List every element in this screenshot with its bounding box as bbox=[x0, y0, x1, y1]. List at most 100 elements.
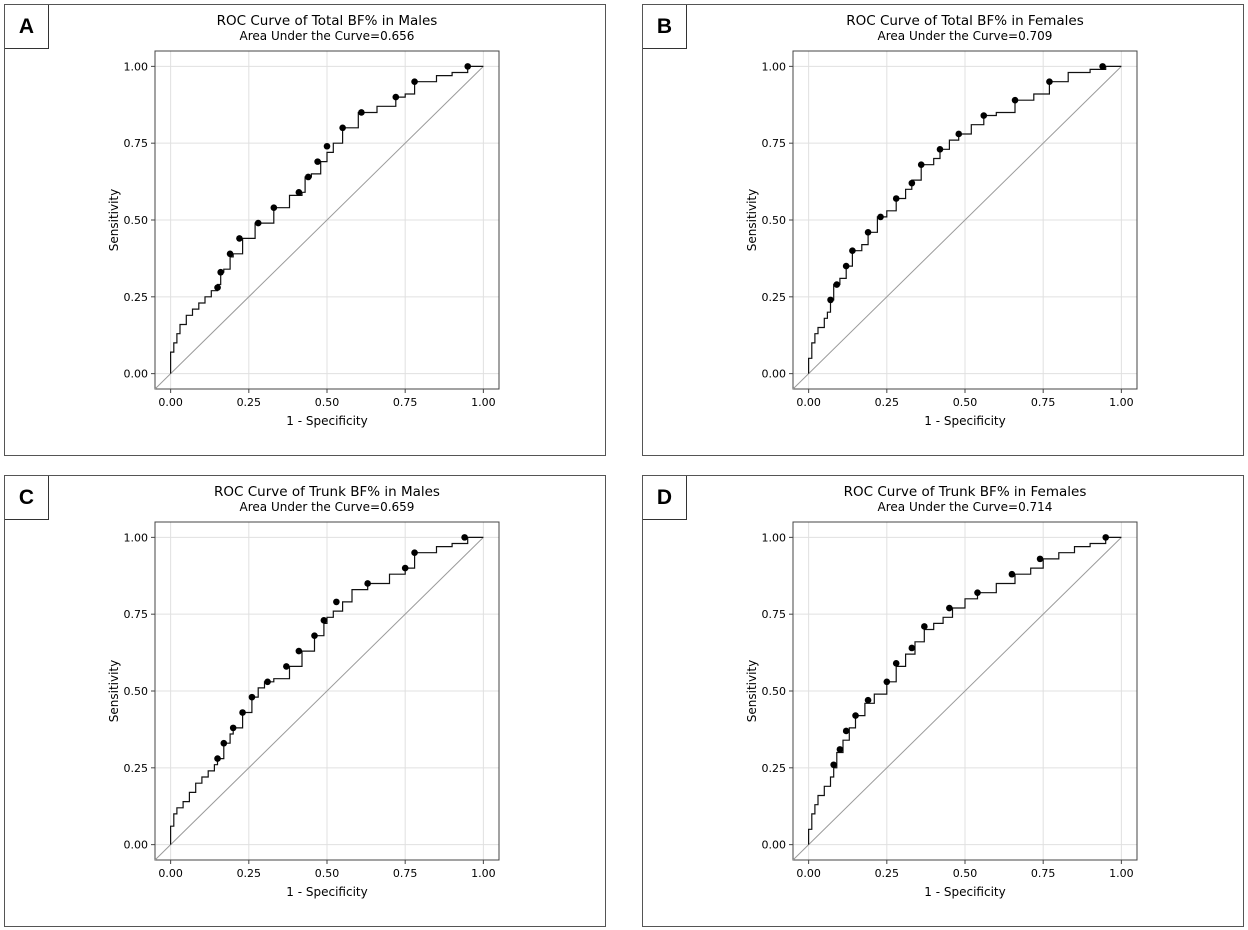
y-tick-label: 1.00 bbox=[762, 60, 787, 73]
y-tick-label: 0.00 bbox=[762, 839, 787, 852]
x-axis-label: 1 - Specificity bbox=[286, 885, 367, 899]
roc-point bbox=[908, 179, 916, 187]
roc-point bbox=[877, 213, 884, 221]
chart-subtitle: Area Under the Curve=0.714 bbox=[878, 500, 1053, 514]
y-tick-label: 1.00 bbox=[124, 531, 149, 544]
roc-point bbox=[921, 623, 928, 630]
plot-border bbox=[792, 521, 1138, 861]
plot-border bbox=[792, 50, 1138, 390]
plot-border bbox=[154, 521, 500, 861]
roc-point bbox=[892, 195, 900, 202]
x-tick-label: 0.00 bbox=[796, 396, 821, 409]
roc-point bbox=[842, 262, 850, 270]
roc-point bbox=[270, 204, 278, 212]
roc-point bbox=[248, 693, 256, 701]
roc-panel-b: B ROC Curve of Total BF% in Females Area … bbox=[642, 4, 1244, 456]
y-tick-label: 1.00 bbox=[762, 531, 787, 544]
roc-point bbox=[852, 712, 859, 719]
roc-point bbox=[864, 696, 872, 704]
y-tick-label: 0.25 bbox=[762, 291, 787, 304]
roc-point bbox=[364, 580, 371, 587]
panel-label: A bbox=[5, 5, 49, 49]
roc-panel-c: C ROC Curve of Trunk BF% in Males Area Un… bbox=[4, 475, 606, 927]
chart-title: ROC Curve of Total BF% in Males bbox=[217, 13, 438, 29]
roc-point bbox=[264, 678, 271, 686]
roc-point bbox=[401, 564, 409, 572]
y-tick-label: 0.25 bbox=[124, 762, 149, 775]
roc-point bbox=[411, 78, 418, 86]
x-tick-label: 0.25 bbox=[875, 867, 900, 880]
chart-subtitle: Area Under the Curve=0.656 bbox=[240, 29, 415, 43]
roc-point bbox=[849, 247, 856, 255]
x-tick-label: 0.25 bbox=[237, 867, 262, 880]
roc-point bbox=[1011, 96, 1019, 104]
y-tick-label: 0.00 bbox=[124, 368, 149, 381]
y-tick-label: 0.75 bbox=[124, 137, 149, 150]
roc-point bbox=[980, 112, 988, 119]
y-tick-label: 0.50 bbox=[124, 214, 149, 227]
y-axis-label: Sensitivity bbox=[107, 189, 121, 251]
roc-point bbox=[295, 647, 303, 655]
roc-point bbox=[236, 235, 243, 242]
x-tick-label: 1.00 bbox=[471, 396, 496, 409]
roc-point bbox=[842, 727, 850, 735]
roc-point bbox=[339, 124, 346, 132]
x-tick-label: 0.75 bbox=[1031, 867, 1056, 880]
roc-point bbox=[830, 761, 837, 769]
y-tick-label: 0.00 bbox=[762, 368, 787, 381]
roc-point bbox=[411, 549, 418, 557]
reference-diagonal bbox=[792, 66, 1122, 390]
y-axis-label: Sensitivity bbox=[745, 189, 759, 251]
x-tick-label: 1.00 bbox=[1109, 867, 1134, 880]
roc-point bbox=[323, 142, 331, 150]
x-tick-label: 1.00 bbox=[471, 867, 496, 880]
roc-panel-d: D ROC Curve of Trunk BF% in Females Area … bbox=[642, 475, 1244, 927]
y-tick-label: 1.00 bbox=[124, 60, 149, 73]
panel-label: D bbox=[643, 476, 687, 520]
roc-point bbox=[836, 746, 844, 753]
x-tick-label: 0.50 bbox=[953, 396, 978, 409]
roc-point bbox=[1102, 534, 1110, 541]
plot-border bbox=[154, 50, 500, 390]
x-tick-label: 0.75 bbox=[1031, 396, 1056, 409]
y-axis-label: Sensitivity bbox=[745, 660, 759, 722]
roc-point bbox=[295, 189, 303, 196]
roc-point bbox=[214, 755, 221, 762]
roc-point bbox=[239, 709, 246, 716]
roc-point bbox=[217, 268, 224, 276]
roc-point bbox=[974, 589, 981, 596]
roc-point bbox=[254, 219, 262, 227]
roc-curve bbox=[808, 65, 1122, 374]
roc-curve bbox=[808, 536, 1122, 845]
roc-point bbox=[464, 63, 472, 70]
x-tick-label: 0.50 bbox=[315, 867, 340, 880]
roc-point bbox=[358, 109, 365, 116]
x-axis-label: 1 - Specificity bbox=[286, 414, 367, 428]
x-tick-label: 0.00 bbox=[796, 867, 821, 880]
roc-point bbox=[1036, 555, 1044, 563]
roc-point bbox=[220, 739, 228, 747]
x-tick-label: 0.25 bbox=[237, 396, 262, 409]
x-tick-label: 1.00 bbox=[1109, 396, 1134, 409]
roc-point bbox=[304, 173, 312, 181]
roc-point bbox=[908, 644, 916, 652]
roc-point bbox=[1008, 570, 1016, 578]
chart-title: ROC Curve of Trunk BF% in Males bbox=[214, 484, 440, 500]
x-axis-label: 1 - Specificity bbox=[924, 885, 1005, 899]
roc-point bbox=[283, 663, 290, 670]
x-axis-label: 1 - Specificity bbox=[924, 414, 1005, 428]
roc-point bbox=[883, 678, 891, 686]
roc-point bbox=[833, 281, 841, 288]
roc-point bbox=[320, 617, 328, 624]
roc-point bbox=[917, 161, 925, 168]
roc-point bbox=[214, 284, 221, 291]
roc-point bbox=[1099, 63, 1106, 70]
roc-point bbox=[229, 724, 237, 732]
y-tick-label: 0.25 bbox=[124, 291, 149, 304]
roc-panel-a: A ROC Curve of Total BF% in Males Area Un… bbox=[4, 4, 606, 456]
x-tick-label: 0.00 bbox=[158, 867, 183, 880]
roc-point bbox=[392, 93, 400, 101]
